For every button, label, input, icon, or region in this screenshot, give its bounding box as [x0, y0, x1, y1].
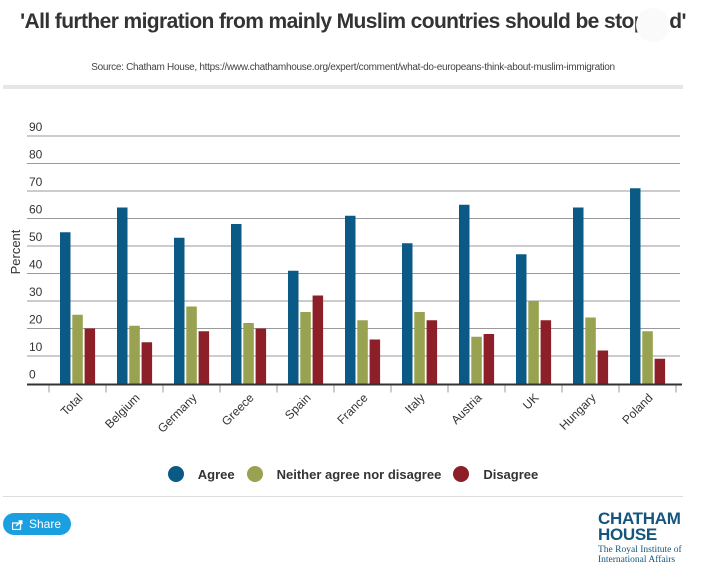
bar-neither-france[interactable]: [357, 320, 368, 384]
x-tick-label: France: [334, 390, 371, 427]
legend-label: Agree: [197, 466, 235, 482]
bar-disagree-italy[interactable]: [426, 320, 438, 384]
y-tick-label: 20: [29, 313, 43, 327]
share-label: Share: [29, 517, 62, 531]
x-tick-label: UK: [520, 391, 542, 413]
bar-disagree-austria[interactable]: [483, 334, 495, 384]
x-axis-ticks: Total Belgium Germany Greece Spain France Ital…: [48, 385, 677, 436]
legend-swatch-disagree: [453, 466, 470, 482]
y-axis-ticks: 0 10 20 30 40 50 60 70 80 90: [29, 120, 43, 382]
bar-neither-hungary[interactable]: [585, 317, 596, 384]
logo-subtitle-1: The Royal Institute of: [598, 545, 682, 555]
bar-disagree-uk[interactable]: [540, 320, 552, 384]
legend-item-neither[interactable]: Neither agree nor disagree: [246, 466, 442, 482]
legend-item-agree[interactable]: Agree: [167, 466, 235, 482]
bar-neither-greece[interactable]: [243, 323, 254, 384]
legend-swatch-agree: [167, 466, 184, 482]
bar-agree-greece[interactable]: [231, 224, 242, 384]
y-tick-label: 40: [29, 258, 43, 272]
bar-agree-france[interactable]: [345, 215, 356, 384]
x-tick-label: Germany: [155, 391, 200, 436]
bar-disagree-hungary[interactable]: [597, 350, 609, 384]
bar-agree-austria[interactable]: [459, 204, 470, 384]
logo-subtitle-2: International Affairs: [598, 555, 676, 565]
bar-agree-spain[interactable]: [288, 270, 299, 384]
y-tick-label: 0: [29, 368, 36, 382]
bar-agree-uk[interactable]: [516, 254, 527, 384]
bar-disagree-germany[interactable]: [198, 331, 210, 384]
bar-agree-total[interactable]: [60, 232, 71, 384]
x-tick-label: Austria: [448, 390, 485, 427]
logo-line-1: CHATHAM: [598, 509, 681, 528]
chart-source: Source: Chatham House, https://www.chath…: [91, 62, 615, 73]
y-tick-label: 50: [29, 230, 43, 244]
legend-label: Disagree: [483, 466, 539, 482]
bar-disagree-spain[interactable]: [312, 295, 324, 384]
bar-neither-uk[interactable]: [528, 301, 539, 384]
x-tick-label: Total: [58, 391, 86, 419]
bar-disagree-poland[interactable]: [654, 358, 666, 384]
menu-button[interactable]: [636, 8, 670, 42]
y-axis-label: Percent: [8, 229, 23, 274]
bar-disagree-total[interactable]: [84, 328, 96, 384]
legend-item-disagree[interactable]: Disagree: [453, 466, 538, 482]
legend-label: Neither agree nor disagree: [276, 466, 442, 482]
x-tick-label: Belgium: [102, 391, 143, 432]
bar-agree-germany[interactable]: [174, 237, 185, 384]
footer-divider: [3, 496, 683, 497]
y-tick-label: 70: [29, 175, 43, 189]
logo-line-2: HOUSE: [598, 525, 657, 544]
bar-neither-poland[interactable]: [642, 331, 653, 384]
header-divider: [3, 85, 683, 89]
bar-disagree-france[interactable]: [369, 339, 381, 384]
bar-agree-poland[interactable]: [630, 188, 641, 384]
share-button[interactable]: Share: [3, 513, 71, 535]
y-tick-label: 60: [29, 203, 43, 217]
share-icon: [11, 519, 23, 531]
bar-neither-germany[interactable]: [186, 306, 197, 384]
chart-title: 'All further migration from mainly Musli…: [20, 10, 686, 33]
bar-neither-spain[interactable]: [300, 312, 311, 384]
bar-disagree-belgium[interactable]: [141, 342, 153, 384]
x-tick-label: Italy: [402, 391, 427, 416]
y-tick-label: 30: [29, 285, 43, 299]
chatham-house-logo[interactable]: CHATHAM HOUSE The Royal Institute of Int…: [598, 509, 706, 565]
bars: [60, 188, 666, 384]
legend: Agree Neither agree nor disagree Disagre…: [0, 466, 706, 482]
x-tick-label: Greece: [219, 390, 257, 428]
y-tick-label: 80: [29, 148, 43, 162]
x-tick-label: Hungary: [557, 391, 599, 433]
y-tick-label: 10: [29, 340, 43, 354]
bar-neither-italy[interactable]: [414, 312, 425, 384]
bar-disagree-greece[interactable]: [255, 328, 267, 384]
bar-chart: 0 10 20 30 40 50 60 70 80 90 Percent Total Belgium…: [8, 120, 682, 436]
y-tick-label: 90: [29, 120, 43, 134]
x-tick-label: Spain: [282, 391, 314, 423]
bar-neither-austria[interactable]: [471, 336, 482, 384]
bar-neither-belgium[interactable]: [129, 325, 140, 384]
bar-agree-hungary[interactable]: [573, 207, 584, 384]
bar-neither-total[interactable]: [72, 314, 83, 384]
bar-agree-italy[interactable]: [402, 243, 413, 384]
legend-swatch-neither: [246, 466, 263, 482]
x-tick-label: Poland: [619, 391, 655, 427]
bar-agree-belgium[interactable]: [117, 207, 128, 384]
